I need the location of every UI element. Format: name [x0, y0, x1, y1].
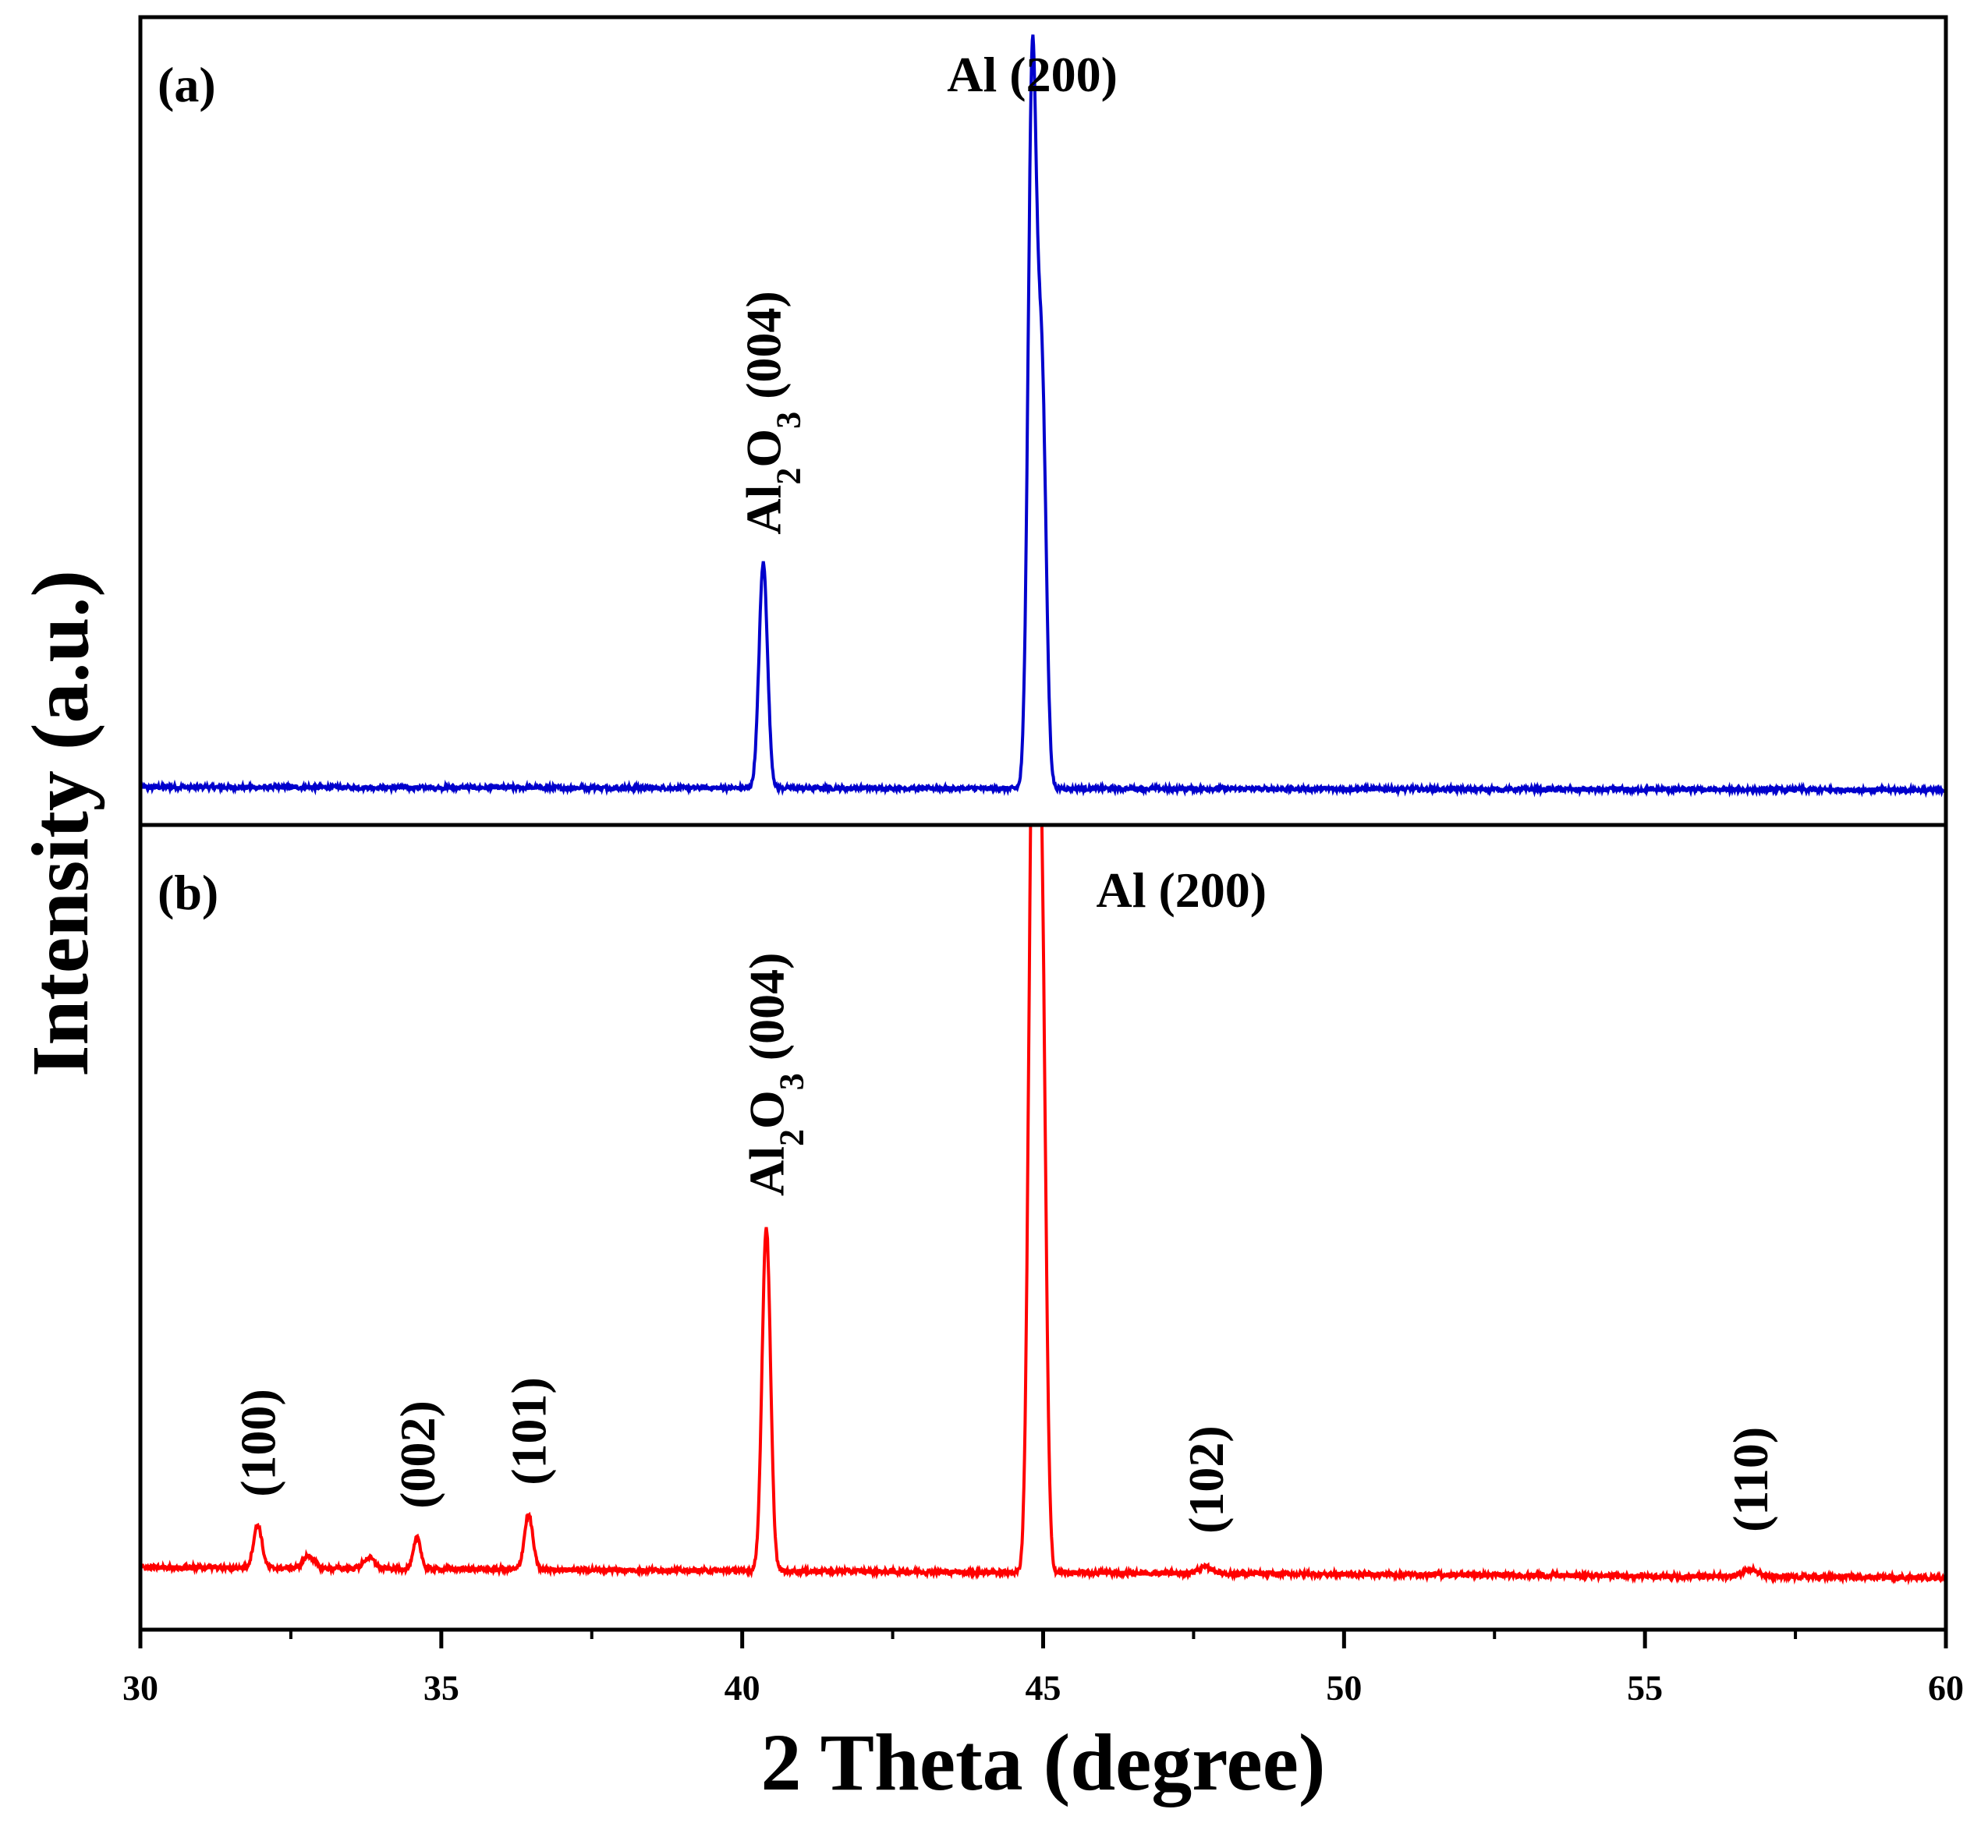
panel-b: (b) Al (200) Al2O3 (004) (100) (002) (101) (10…: [140, 825, 1946, 1586]
peak-annotation: Al2O3 (004): [736, 291, 808, 534]
peak-annotation: (102): [1178, 1425, 1234, 1534]
peak-annotation: (110): [1723, 1427, 1778, 1532]
x-tick-label: 60: [1928, 1668, 1964, 1708]
x-tick-label: 45: [1026, 1668, 1061, 1708]
peak-annotation: Al (200): [1096, 862, 1267, 918]
y-axis-title: Intensity (a.u.): [16, 570, 105, 1077]
x-axis: 30 35 40 45 50 55 60: [122, 1630, 1964, 1708]
peak-annotation: (100): [230, 1389, 285, 1497]
panel-label-b: (b): [158, 865, 218, 920]
peak-annotation: (101): [501, 1377, 557, 1485]
peak-annotation: Al (200): [947, 47, 1118, 102]
panel-label-a: (a): [158, 57, 216, 112]
x-tick-label: 40: [725, 1668, 760, 1708]
x-axis-title: 2 Theta (degree): [761, 1718, 1326, 1807]
x-tick-label: 50: [1326, 1668, 1362, 1708]
series-line-b: [140, 825, 1946, 1586]
x-tick-label: 30: [122, 1668, 158, 1708]
series-line-a: [140, 34, 1946, 798]
panel-a: (a) Al (200) Al2O3 (004): [140, 34, 1946, 798]
x-tick-label: 35: [423, 1668, 459, 1708]
peak-annotation: (002): [390, 1400, 445, 1509]
x-tick-label: 55: [1627, 1668, 1663, 1708]
peak-annotation: Al2O3 (004): [739, 953, 811, 1196]
